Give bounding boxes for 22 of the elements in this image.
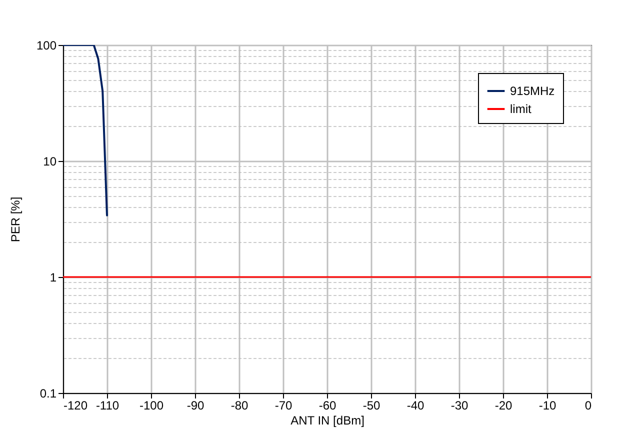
- x-axis-title: ANT IN [dBm]: [290, 414, 364, 428]
- y-tick-label: 10: [43, 154, 57, 168]
- x-tick-label: -110: [96, 398, 120, 412]
- y-tick-label: 1: [50, 270, 57, 284]
- y-tick-label: 100: [36, 38, 57, 52]
- x-tick-label: -10: [538, 398, 556, 412]
- x-tick-label: -120: [64, 398, 88, 412]
- x-tick-label: 0: [584, 398, 592, 412]
- legend-label: limit: [510, 102, 532, 116]
- x-tick-label: -60: [318, 398, 336, 412]
- x-tick-label: -40: [406, 398, 424, 412]
- y-axis-title: PER [%]: [8, 196, 22, 242]
- x-tick-label: -70: [274, 398, 292, 412]
- y-tick-label: 0.1: [40, 386, 57, 400]
- x-tick-label: -30: [450, 398, 468, 412]
- x-tick-label: -90: [186, 398, 204, 412]
- x-tick-label: -20: [494, 398, 512, 412]
- x-tick-label: -50: [362, 398, 380, 412]
- x-tick-label: -100: [139, 398, 164, 412]
- x-tick-label: -80: [230, 398, 248, 412]
- line-series: [63, 45, 108, 216]
- legend-label: 915MHz: [510, 84, 555, 98]
